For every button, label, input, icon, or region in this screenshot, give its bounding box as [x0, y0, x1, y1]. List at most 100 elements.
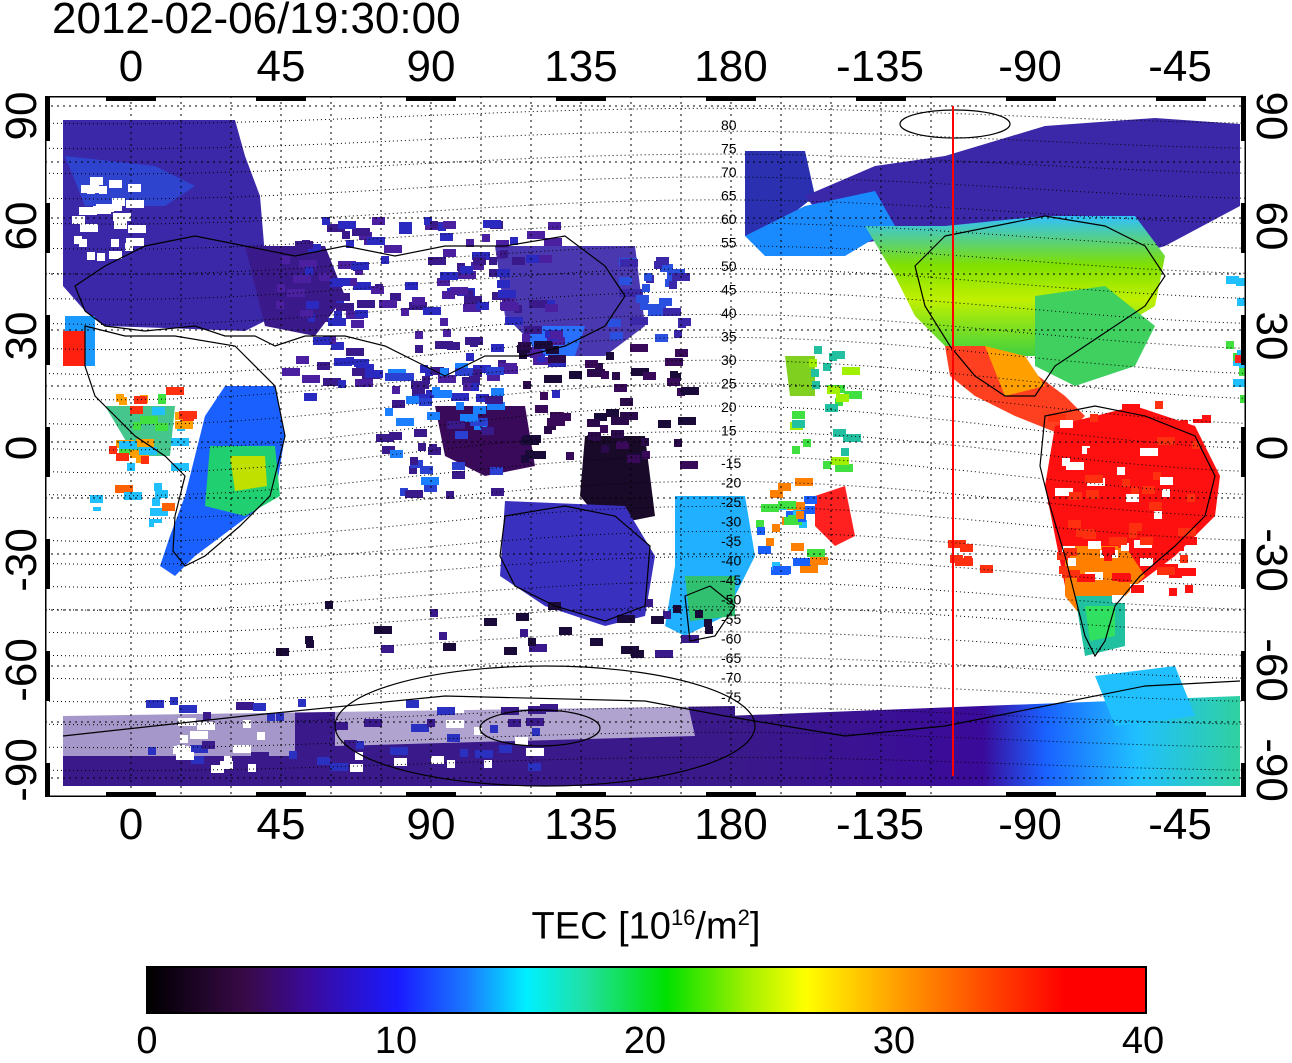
tec-pixel	[420, 466, 433, 474]
tec-pixel	[1138, 399, 1156, 407]
tec-pixel	[330, 722, 348, 730]
tec-pixel	[457, 699, 465, 707]
contour-label: -30	[721, 514, 741, 530]
tec-pixel	[470, 418, 488, 426]
tec-pixel	[352, 368, 365, 376]
contour-label: -25	[721, 494, 741, 510]
tec-pixel	[353, 282, 371, 290]
magnetic-contour	[44, 505, 1246, 543]
tec-pixel	[381, 645, 394, 653]
tec-pixel	[372, 217, 385, 225]
tec-pixel	[469, 369, 482, 377]
tec-pixel	[180, 735, 188, 743]
tec-pixel	[1169, 498, 1177, 506]
magnetic-contour	[44, 382, 1246, 426]
tec-pixel	[1154, 511, 1162, 519]
tec-pixel	[655, 334, 668, 342]
tec-pixel	[475, 750, 493, 758]
tec-pixel	[400, 488, 408, 496]
tec-pixel	[248, 764, 256, 772]
tec-pixel	[1226, 341, 1234, 349]
tec-pixel	[587, 369, 605, 377]
tec-pixel	[437, 278, 450, 286]
frame-tick-top	[556, 96, 606, 101]
tec-pixel	[843, 434, 861, 442]
tec-pixel	[473, 257, 486, 265]
tec-pixel	[773, 566, 791, 574]
frame-tick-left	[45, 91, 50, 141]
tec-pixel	[327, 754, 340, 762]
tec-pixel	[1178, 568, 1196, 576]
tec-pixel	[191, 756, 204, 764]
tec-pixel	[566, 452, 574, 460]
contour-label: 35	[721, 329, 737, 345]
tec-pixel	[154, 483, 162, 491]
tec-pixel	[276, 301, 284, 309]
tec-pixel	[211, 765, 224, 773]
tec-pixel	[109, 251, 122, 259]
tec-pixel	[371, 286, 384, 294]
tec-pixel	[443, 643, 456, 651]
tec-pixel	[474, 727, 482, 735]
tec-pixel	[166, 387, 184, 395]
contour-label: 80	[721, 117, 737, 133]
tec-pixel	[296, 356, 309, 364]
tec-pixel	[550, 331, 563, 339]
tec-pixel	[655, 650, 673, 658]
lat-tick-right: 60	[1247, 201, 1292, 251]
contour-label: 30	[721, 352, 737, 368]
tec-pixel	[1076, 529, 1094, 537]
tec-pixel	[119, 447, 132, 455]
tec-pixel	[695, 610, 703, 618]
timestamp: 2012-02-06/19:30:00	[52, 0, 461, 43]
tec-pixel	[648, 308, 666, 316]
tec-pixel	[422, 376, 430, 384]
tec-pixel	[1102, 547, 1115, 555]
tec-pixel	[1178, 528, 1196, 536]
tec-pixel	[1180, 420, 1188, 428]
tec-pixel	[793, 558, 811, 566]
tec-pixel	[823, 363, 831, 371]
tec-pixel	[1124, 441, 1132, 449]
tec-pixel	[470, 339, 478, 347]
tec-pixel	[170, 697, 178, 705]
tec-pixel	[173, 746, 191, 754]
tec-pixel	[202, 741, 215, 749]
tec-pixel	[128, 184, 141, 192]
tec-pixel	[357, 300, 375, 308]
tec-pixel	[842, 367, 860, 375]
tec-pixel	[1113, 513, 1126, 521]
lon-tick-bottom: 135	[544, 800, 618, 849]
magnetic-contour	[44, 631, 1246, 657]
colorbar-title-mid: /m	[695, 905, 738, 948]
tec-pixel	[642, 284, 650, 292]
tec-pixel	[114, 221, 127, 229]
tec-pixel	[460, 749, 468, 757]
tec-pixel	[544, 238, 562, 246]
tec-pixel	[334, 358, 352, 366]
tec-pixel	[1140, 448, 1158, 456]
tec-pixel	[505, 317, 523, 325]
tec-pixel	[154, 523, 167, 531]
tec-pixel	[778, 483, 791, 491]
tec-pixel	[792, 420, 805, 428]
tec-pixel	[680, 461, 698, 469]
tec-pixel	[90, 495, 103, 503]
tec-pixel	[520, 629, 528, 637]
magnetic-contour	[44, 531, 1246, 565]
tec-pixel	[476, 302, 489, 310]
tec-pixel	[419, 398, 432, 406]
tec-pixel	[1110, 445, 1123, 453]
tec-pixel	[435, 341, 453, 349]
tec-pixel	[483, 220, 501, 228]
tec-pixel	[510, 237, 518, 245]
contour-label: 15	[721, 423, 737, 439]
tec-pixel	[356, 741, 364, 749]
tec-pixel	[392, 386, 400, 394]
tec-pixel	[323, 378, 341, 386]
tec-pixel	[115, 485, 133, 493]
contour-label: -20	[721, 475, 741, 491]
colorbar-tick: 10	[374, 1020, 418, 1062]
tec-pixel	[346, 357, 354, 365]
contour-ellipse-inner	[479, 709, 601, 747]
